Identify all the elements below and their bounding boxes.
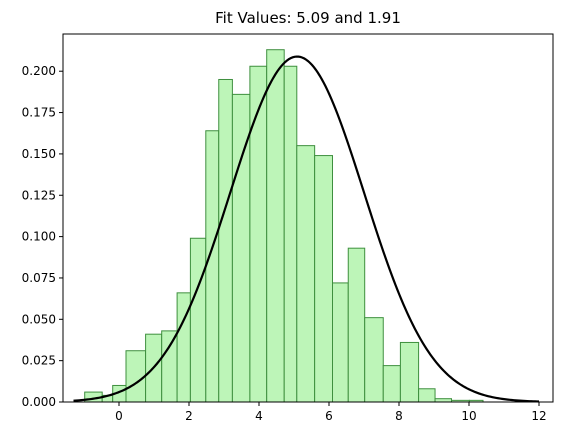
histogram-bar [205, 130, 220, 403]
x-tick-label: 2 [185, 409, 193, 423]
y-tick-label: 0.025 [22, 354, 56, 368]
chart-title: Fit Values: 5.09 and 1.91 [215, 9, 401, 27]
histogram-bar [418, 388, 436, 403]
y-tick-label: 0.175 [22, 106, 56, 120]
histogram-bar [382, 365, 401, 403]
histogram-bar [218, 78, 233, 403]
y-tick-label: 0.075 [22, 271, 56, 285]
histogram-bar [296, 145, 316, 403]
histogram-bar [332, 282, 349, 403]
y-tick-label: 0.100 [22, 230, 56, 244]
y-axis-ticks: 0.000 0.025 0.050 0.075 0.100 0.125 0.150 0.175… [22, 64, 63, 409]
histogram-bar [189, 237, 207, 403]
y-tick-label: 0.150 [22, 147, 56, 161]
histogram-bar [314, 155, 333, 403]
x-tick-label: 0 [115, 409, 123, 423]
histogram-bar [399, 341, 420, 403]
x-tick-label: 8 [395, 409, 403, 423]
x-axis-ticks: 0 2 4 6 8 10 12 [115, 402, 547, 423]
histogram-bar [347, 247, 366, 403]
histogram-bar [364, 317, 384, 403]
y-tick-label: 0.125 [22, 188, 56, 202]
y-tick-label: 0.200 [22, 64, 56, 78]
histogram-bar [161, 330, 178, 403]
histogram-bar [266, 49, 285, 403]
histogram-bar [249, 65, 268, 403]
y-tick-label: 0.000 [22, 395, 56, 409]
x-tick-label: 4 [255, 409, 263, 423]
plot-frame [62, 33, 554, 403]
histogram-bars [84, 49, 484, 403]
histogram-bar [125, 350, 147, 403]
x-tick-label: 6 [325, 409, 333, 423]
fit-curve-line [73, 55, 540, 403]
y-tick-label: 0.050 [22, 312, 56, 326]
x-tick-label: 12 [531, 409, 546, 423]
x-tick-label: 10 [461, 409, 476, 423]
histogram-bar [283, 65, 298, 403]
fit-curve-layer [73, 55, 540, 403]
